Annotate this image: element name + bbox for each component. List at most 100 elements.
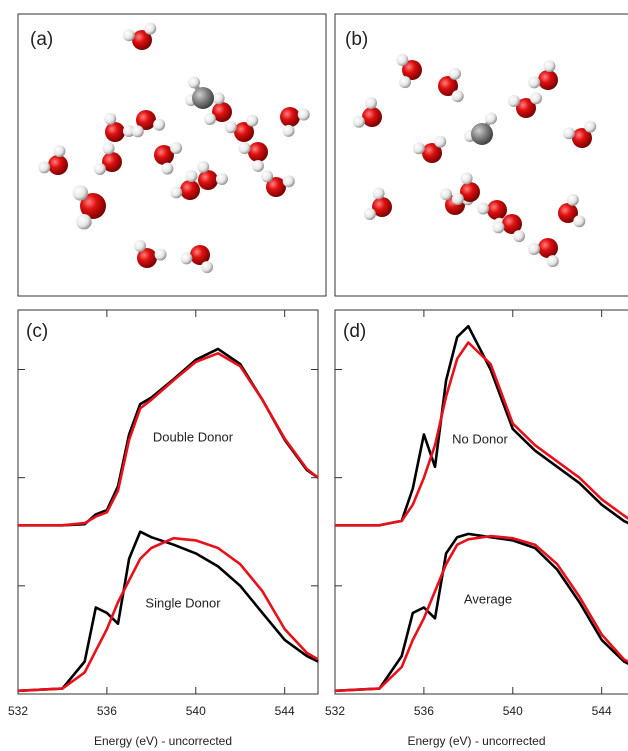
hydrogen	[72, 185, 89, 201]
oxygen	[248, 142, 268, 162]
oxygen	[558, 203, 578, 223]
spectrum-line	[17, 530, 319, 693]
hydrogen	[485, 112, 497, 125]
oxygen	[234, 122, 254, 142]
molecules	[38, 22, 310, 274]
carbon	[471, 123, 493, 145]
hydrogen	[365, 97, 378, 110]
hydrogen	[170, 142, 183, 154]
hydrogen	[180, 252, 193, 265]
hydrogen	[282, 175, 295, 188]
oxygen	[154, 145, 174, 165]
spectrum-line	[335, 341, 628, 527]
hydrogen	[513, 230, 525, 243]
oxygen	[137, 248, 157, 268]
spectrum-line	[334, 534, 628, 693]
annotation: Double Donor	[153, 429, 234, 444]
panel-label: (d)	[343, 321, 366, 342]
oxygen	[402, 60, 422, 80]
hydrogen	[102, 142, 115, 155]
hydrogen	[460, 172, 473, 185]
oxygen	[422, 143, 442, 163]
hydrogen	[363, 208, 376, 220]
oxygen	[280, 107, 300, 127]
oxygen	[538, 70, 558, 90]
hydrogen	[434, 135, 447, 148]
hydrogen	[440, 188, 453, 201]
annotation: Single Donor	[145, 595, 221, 610]
oxygen	[190, 245, 210, 265]
hydrogen	[76, 213, 92, 230]
hydrogen	[562, 127, 575, 140]
x-tick-label: 532	[8, 704, 28, 718]
x-tick-label: 540	[503, 704, 523, 718]
oxygen	[212, 102, 232, 122]
hydrogen	[246, 114, 259, 127]
spectrum-line	[17, 536, 319, 693]
plot-frame	[334, 309, 628, 695]
hydrogen	[477, 202, 490, 215]
spectrum-line	[334, 532, 628, 693]
carbon	[192, 87, 214, 109]
hydrogen	[122, 125, 135, 138]
hydrogen	[53, 145, 66, 158]
hydrogen	[104, 112, 117, 125]
hydrogen	[566, 193, 579, 206]
hydrogen	[507, 95, 520, 107]
hydrogen	[122, 29, 135, 42]
hydrogen	[212, 92, 225, 105]
oxygen	[132, 30, 152, 50]
hydrogen	[154, 248, 167, 261]
molecules	[352, 53, 597, 268]
annotation: No Donor	[452, 431, 508, 446]
hydrogen	[399, 76, 411, 89]
hydrogen	[201, 261, 213, 274]
oxygen	[136, 110, 156, 130]
x-tick-label: 536	[97, 704, 117, 718]
hydrogen	[238, 142, 251, 155]
oxygen	[102, 152, 122, 172]
oxygen	[48, 155, 68, 175]
hydrogen	[161, 162, 174, 175]
hydrogen	[396, 53, 409, 66]
panel-label: (c)	[26, 321, 48, 342]
oxygen	[572, 128, 592, 148]
hydrogen	[252, 160, 264, 172]
hydrogen	[215, 173, 228, 186]
hydrogen	[131, 125, 144, 138]
oxygen	[362, 107, 382, 127]
oxygen	[198, 170, 218, 190]
hydrogen	[546, 255, 559, 268]
spectrum-line	[335, 324, 628, 527]
hydrogen	[93, 163, 106, 175]
x-tick-label: 544	[275, 704, 295, 718]
hydrogen	[134, 239, 146, 252]
hydrogen	[282, 124, 295, 137]
hydrogen	[352, 115, 365, 128]
hydrogen	[528, 76, 541, 89]
oxygen	[372, 197, 392, 217]
hydrogen	[372, 187, 385, 200]
hydrogen	[197, 160, 210, 173]
x-axis-label: Energy (eV) - uncorrected	[94, 734, 232, 748]
x-tick-label: 544	[592, 704, 612, 718]
hydrogen	[224, 121, 237, 134]
panel-label: (b)	[345, 29, 368, 50]
plot-frame	[17, 309, 319, 695]
oxygen	[516, 98, 536, 118]
hydrogen	[188, 76, 200, 89]
oxygen	[487, 200, 507, 220]
hydrogen	[543, 60, 556, 73]
oxygen	[80, 193, 106, 219]
hydrogen	[261, 170, 274, 183]
hydrogen	[584, 120, 597, 133]
hydrogen	[203, 113, 216, 125]
x-tick-label: 532	[325, 704, 345, 718]
oxygen	[538, 238, 558, 258]
oxygen	[105, 122, 125, 142]
hydrogen	[170, 186, 183, 199]
annotation: Average	[464, 591, 512, 606]
hydrogen	[573, 215, 586, 228]
